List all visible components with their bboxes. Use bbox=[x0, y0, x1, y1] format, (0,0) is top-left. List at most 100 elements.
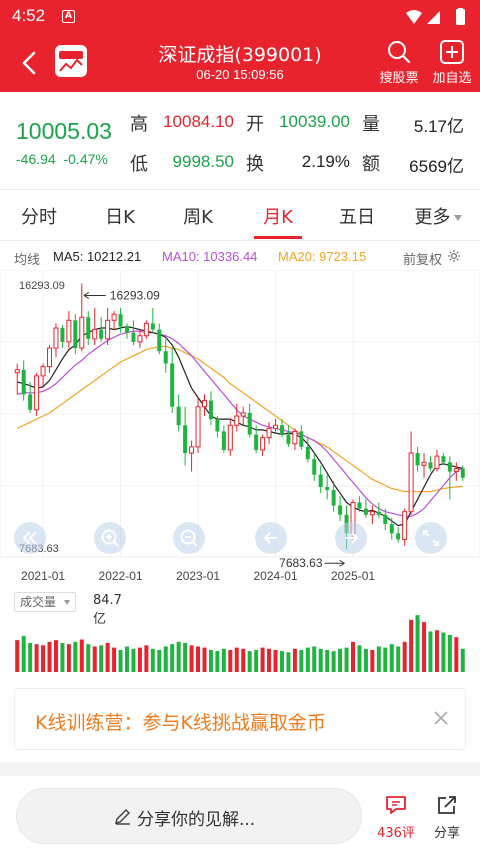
volume-bar bbox=[402, 641, 407, 672]
candle-body bbox=[389, 524, 394, 534]
ma5-line bbox=[17, 325, 463, 527]
chevron-down-icon bbox=[453, 215, 462, 221]
share-label: 分享 bbox=[433, 826, 460, 841]
last-price: 10005.03 bbox=[16, 118, 112, 144]
candle-body bbox=[292, 430, 298, 445]
zoom-in-button[interactable] bbox=[94, 522, 126, 554]
ma20-line bbox=[16, 345, 463, 493]
step-right-button[interactable] bbox=[335, 522, 367, 554]
status-time: 4:52 bbox=[12, 6, 46, 25]
candle-body bbox=[137, 335, 143, 343]
candle-body bbox=[434, 455, 440, 469]
tab-weekly-k[interactable]: 周K bbox=[183, 207, 213, 228]
add-icon bbox=[440, 40, 464, 64]
candle-body bbox=[408, 452, 414, 513]
candle-body bbox=[53, 327, 59, 349]
tab-five-day[interactable]: 五日 bbox=[339, 207, 375, 228]
tab-minute[interactable]: 分时 bbox=[21, 207, 57, 228]
candle-body bbox=[338, 505, 343, 515]
amount-value: 6569亿 bbox=[409, 157, 464, 176]
volume-bar bbox=[370, 649, 375, 672]
ma10-value: MA10: 10336.44 bbox=[162, 249, 258, 264]
volume-bar bbox=[241, 648, 246, 672]
tab-daily-k[interactable]: 日K bbox=[105, 207, 135, 228]
volume-bar bbox=[60, 643, 65, 672]
share-placeholder: 分享你的见解... bbox=[137, 810, 256, 830]
indicator-selector[interactable]: 成交量 bbox=[14, 592, 76, 612]
system-status-icons bbox=[406, 8, 465, 25]
candle-body bbox=[150, 323, 155, 330]
candle-body bbox=[396, 533, 401, 540]
candle-body bbox=[273, 424, 279, 429]
min-price-label: 7683.63 bbox=[279, 556, 323, 570]
x-tick-label: 2024-01 bbox=[254, 569, 298, 583]
volume-bar bbox=[105, 643, 110, 672]
x-tick-label: 2025-01 bbox=[331, 569, 375, 583]
ma-type-label[interactable]: 均线 bbox=[14, 252, 41, 267]
search-stock-button[interactable]: 搜股票 bbox=[374, 39, 424, 86]
volume-bar bbox=[273, 649, 278, 672]
volume-bar bbox=[357, 645, 362, 672]
tab-more[interactable]: 更多 bbox=[405, 203, 471, 229]
volume-bar bbox=[196, 646, 201, 672]
settings-gear-icon[interactable] bbox=[447, 249, 461, 263]
volume-bar bbox=[176, 641, 181, 672]
adjust-selector[interactable]: 前复权 bbox=[403, 252, 443, 267]
volume-bar bbox=[376, 646, 381, 672]
candle-body bbox=[421, 461, 427, 466]
volume-bar bbox=[215, 651, 220, 672]
zoom-out-icon bbox=[180, 529, 198, 547]
ma20-value: MA20: 9723.15 bbox=[278, 249, 367, 264]
period-tabs: 分时 日K 周K 月K 五日 更多 bbox=[0, 190, 480, 240]
volume-bar bbox=[144, 645, 149, 672]
candle-body bbox=[195, 406, 201, 448]
volume-bar bbox=[460, 648, 465, 672]
status-bar: 4:52 A bbox=[0, 0, 480, 34]
candle-body bbox=[369, 511, 375, 516]
volume-bar bbox=[409, 619, 414, 672]
volume-bar bbox=[318, 648, 323, 672]
kline-chart[interactable]: 16293.097683.6316293.097683.632021-01202… bbox=[0, 270, 480, 588]
volume-chart[interactable] bbox=[0, 612, 480, 674]
candle-body bbox=[111, 313, 117, 321]
page-title: 深证成指(399001) bbox=[158, 44, 322, 66]
close-icon[interactable] bbox=[431, 708, 451, 728]
comments-button[interactable]: 436评 bbox=[372, 794, 420, 841]
tab-monthly-k[interactable]: 月K bbox=[263, 207, 293, 228]
candle-body bbox=[460, 468, 465, 478]
candle-body bbox=[254, 434, 259, 450]
zoom-out-button[interactable] bbox=[173, 522, 205, 554]
candle-body bbox=[183, 425, 188, 454]
candle-body bbox=[221, 431, 226, 450]
scroll-left-button[interactable] bbox=[14, 522, 46, 554]
candle-body bbox=[247, 412, 252, 435]
candle-body bbox=[266, 427, 272, 439]
share-opinion-input[interactable]: 分享你的见解... bbox=[16, 788, 362, 844]
step-left-button[interactable] bbox=[255, 522, 287, 554]
add-watchlist-button[interactable]: 加自选 bbox=[427, 39, 477, 86]
volume-bar bbox=[163, 646, 168, 672]
volume-bar bbox=[21, 636, 26, 672]
volume-bar bbox=[254, 649, 259, 672]
volume-bar bbox=[279, 651, 284, 672]
share-button[interactable]: 分享 bbox=[424, 794, 470, 841]
turnover-value: 2.19% bbox=[301, 152, 350, 171]
candle-body bbox=[21, 369, 26, 395]
arrow-left-icon bbox=[263, 532, 277, 544]
promo-banner[interactable]: K线训练营：参与K线挑战赢取金币 bbox=[14, 688, 466, 750]
back-icon[interactable] bbox=[16, 48, 44, 78]
volume-bar bbox=[396, 646, 401, 672]
candle-body bbox=[447, 462, 452, 472]
comments-count: 436评 bbox=[377, 826, 415, 841]
fullscreen-button[interactable] bbox=[415, 522, 447, 554]
candle-body bbox=[208, 400, 213, 420]
turnover-label: 换 bbox=[246, 154, 264, 175]
divider bbox=[0, 240, 480, 241]
candle-body bbox=[312, 459, 317, 475]
open-label: 开 bbox=[246, 114, 264, 135]
volume-bar bbox=[131, 648, 136, 672]
candle-body bbox=[105, 319, 111, 340]
x-tick-label: 2022-01 bbox=[99, 569, 143, 583]
change-percent: -0.47% bbox=[63, 151, 108, 167]
page-subtitle: 06-20 15:09:56 bbox=[196, 67, 284, 82]
